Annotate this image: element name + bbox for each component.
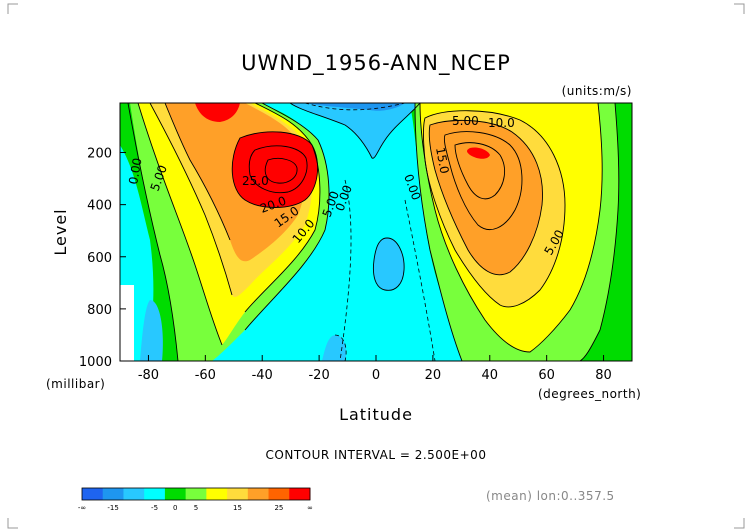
- contour-lines: [127, 103, 620, 361]
- contour-label: 15.0: [433, 146, 451, 175]
- fill-level-neg5-blob: [373, 238, 405, 291]
- x-tick-label: 20: [425, 368, 442, 383]
- x-axis-units: (degrees_north): [538, 387, 641, 401]
- fill-level-neg5-blob-sw: [140, 300, 163, 361]
- contour-interval: CONTOUR INTERVAL = 2.500E+00: [266, 448, 487, 462]
- y-tick-label: 200: [87, 147, 112, 162]
- x-tick-label: -80: [138, 368, 159, 383]
- colorbar-label: 15: [233, 504, 242, 512]
- x-tick-label: 40: [482, 368, 499, 383]
- colorbar-swatch: [123, 488, 145, 500]
- colorbar-swatch: [144, 488, 166, 500]
- y-tick-label: 600: [87, 251, 112, 266]
- x-tick-label: -20: [308, 368, 329, 383]
- colorbar-label: 5: [194, 504, 198, 512]
- colorbar-swatch: [268, 488, 290, 500]
- fill-level-neg5-blob-low: [322, 335, 347, 361]
- colorbar-label: -5: [151, 504, 158, 512]
- crop-marks: [7, 3, 745, 529]
- colorbar-swatch: [185, 488, 207, 500]
- y-axis-label: Level: [51, 208, 70, 255]
- fill-level-25-plus-s-top: [195, 103, 240, 122]
- colorbar-frame: [81, 487, 311, 501]
- x-tick-label: -40: [252, 368, 273, 383]
- colorbar-swatch: [289, 488, 311, 500]
- fill-level-neg10-neg5-top: [290, 103, 420, 159]
- colorbar-swatch: [82, 488, 104, 500]
- y-tick-label: 800: [87, 303, 112, 318]
- contour-label: 10.0: [488, 116, 515, 130]
- contour-label: 0.00: [126, 157, 144, 186]
- contour-label: 5.00: [452, 114, 479, 128]
- colorbar-label: 0: [173, 504, 177, 512]
- fill-level-25-plus-n: [467, 147, 490, 159]
- x-tick-label: -60: [195, 368, 216, 383]
- units-label: (units:m/s): [562, 84, 632, 98]
- axis-ticks: -80 -60 -40 -20 0 20 40 60 80 200 400 600 800 1000: [79, 147, 612, 383]
- colorbar-label: -15: [107, 504, 118, 512]
- x-tick-label: 60: [538, 368, 555, 383]
- x-tick-label: 80: [595, 368, 612, 383]
- dashed-contours: [304, 103, 436, 361]
- colorbar-swatch: [206, 488, 228, 500]
- colorbar-label: ∞: [307, 504, 313, 512]
- fill-level-25-plus-s: [232, 131, 318, 208]
- footer-note: (mean) lon:0..357.5: [486, 489, 615, 503]
- colorbar-label: 25: [274, 504, 283, 512]
- y-axis-units: (millibar): [46, 377, 105, 391]
- colorbar-label: -∞: [78, 504, 86, 512]
- chart-title: UWND_1956-ANN_NCEP: [241, 51, 511, 76]
- missing-data-patch: [120, 285, 134, 361]
- colorbar: -∞ -15 -5 0 5 15 25 ∞: [78, 487, 313, 512]
- colorbar-swatch: [247, 488, 270, 500]
- colorbar-swatch: [227, 488, 249, 500]
- contour-label: 25.0: [242, 174, 269, 188]
- x-axis-label: Latitude: [339, 405, 413, 424]
- colorbar-swatch: [102, 488, 124, 500]
- y-tick-label: 1000: [79, 355, 112, 370]
- y-tick-label: 400: [87, 199, 112, 214]
- colorbar-swatch: [164, 488, 187, 500]
- x-tick-label: 0: [372, 368, 380, 383]
- contour-field: 0.00 5.00 25.0 20.0 15.0 10.0 5.00 0.00 …: [120, 103, 632, 361]
- fill-level-neg15-neg10-top: [305, 103, 405, 111]
